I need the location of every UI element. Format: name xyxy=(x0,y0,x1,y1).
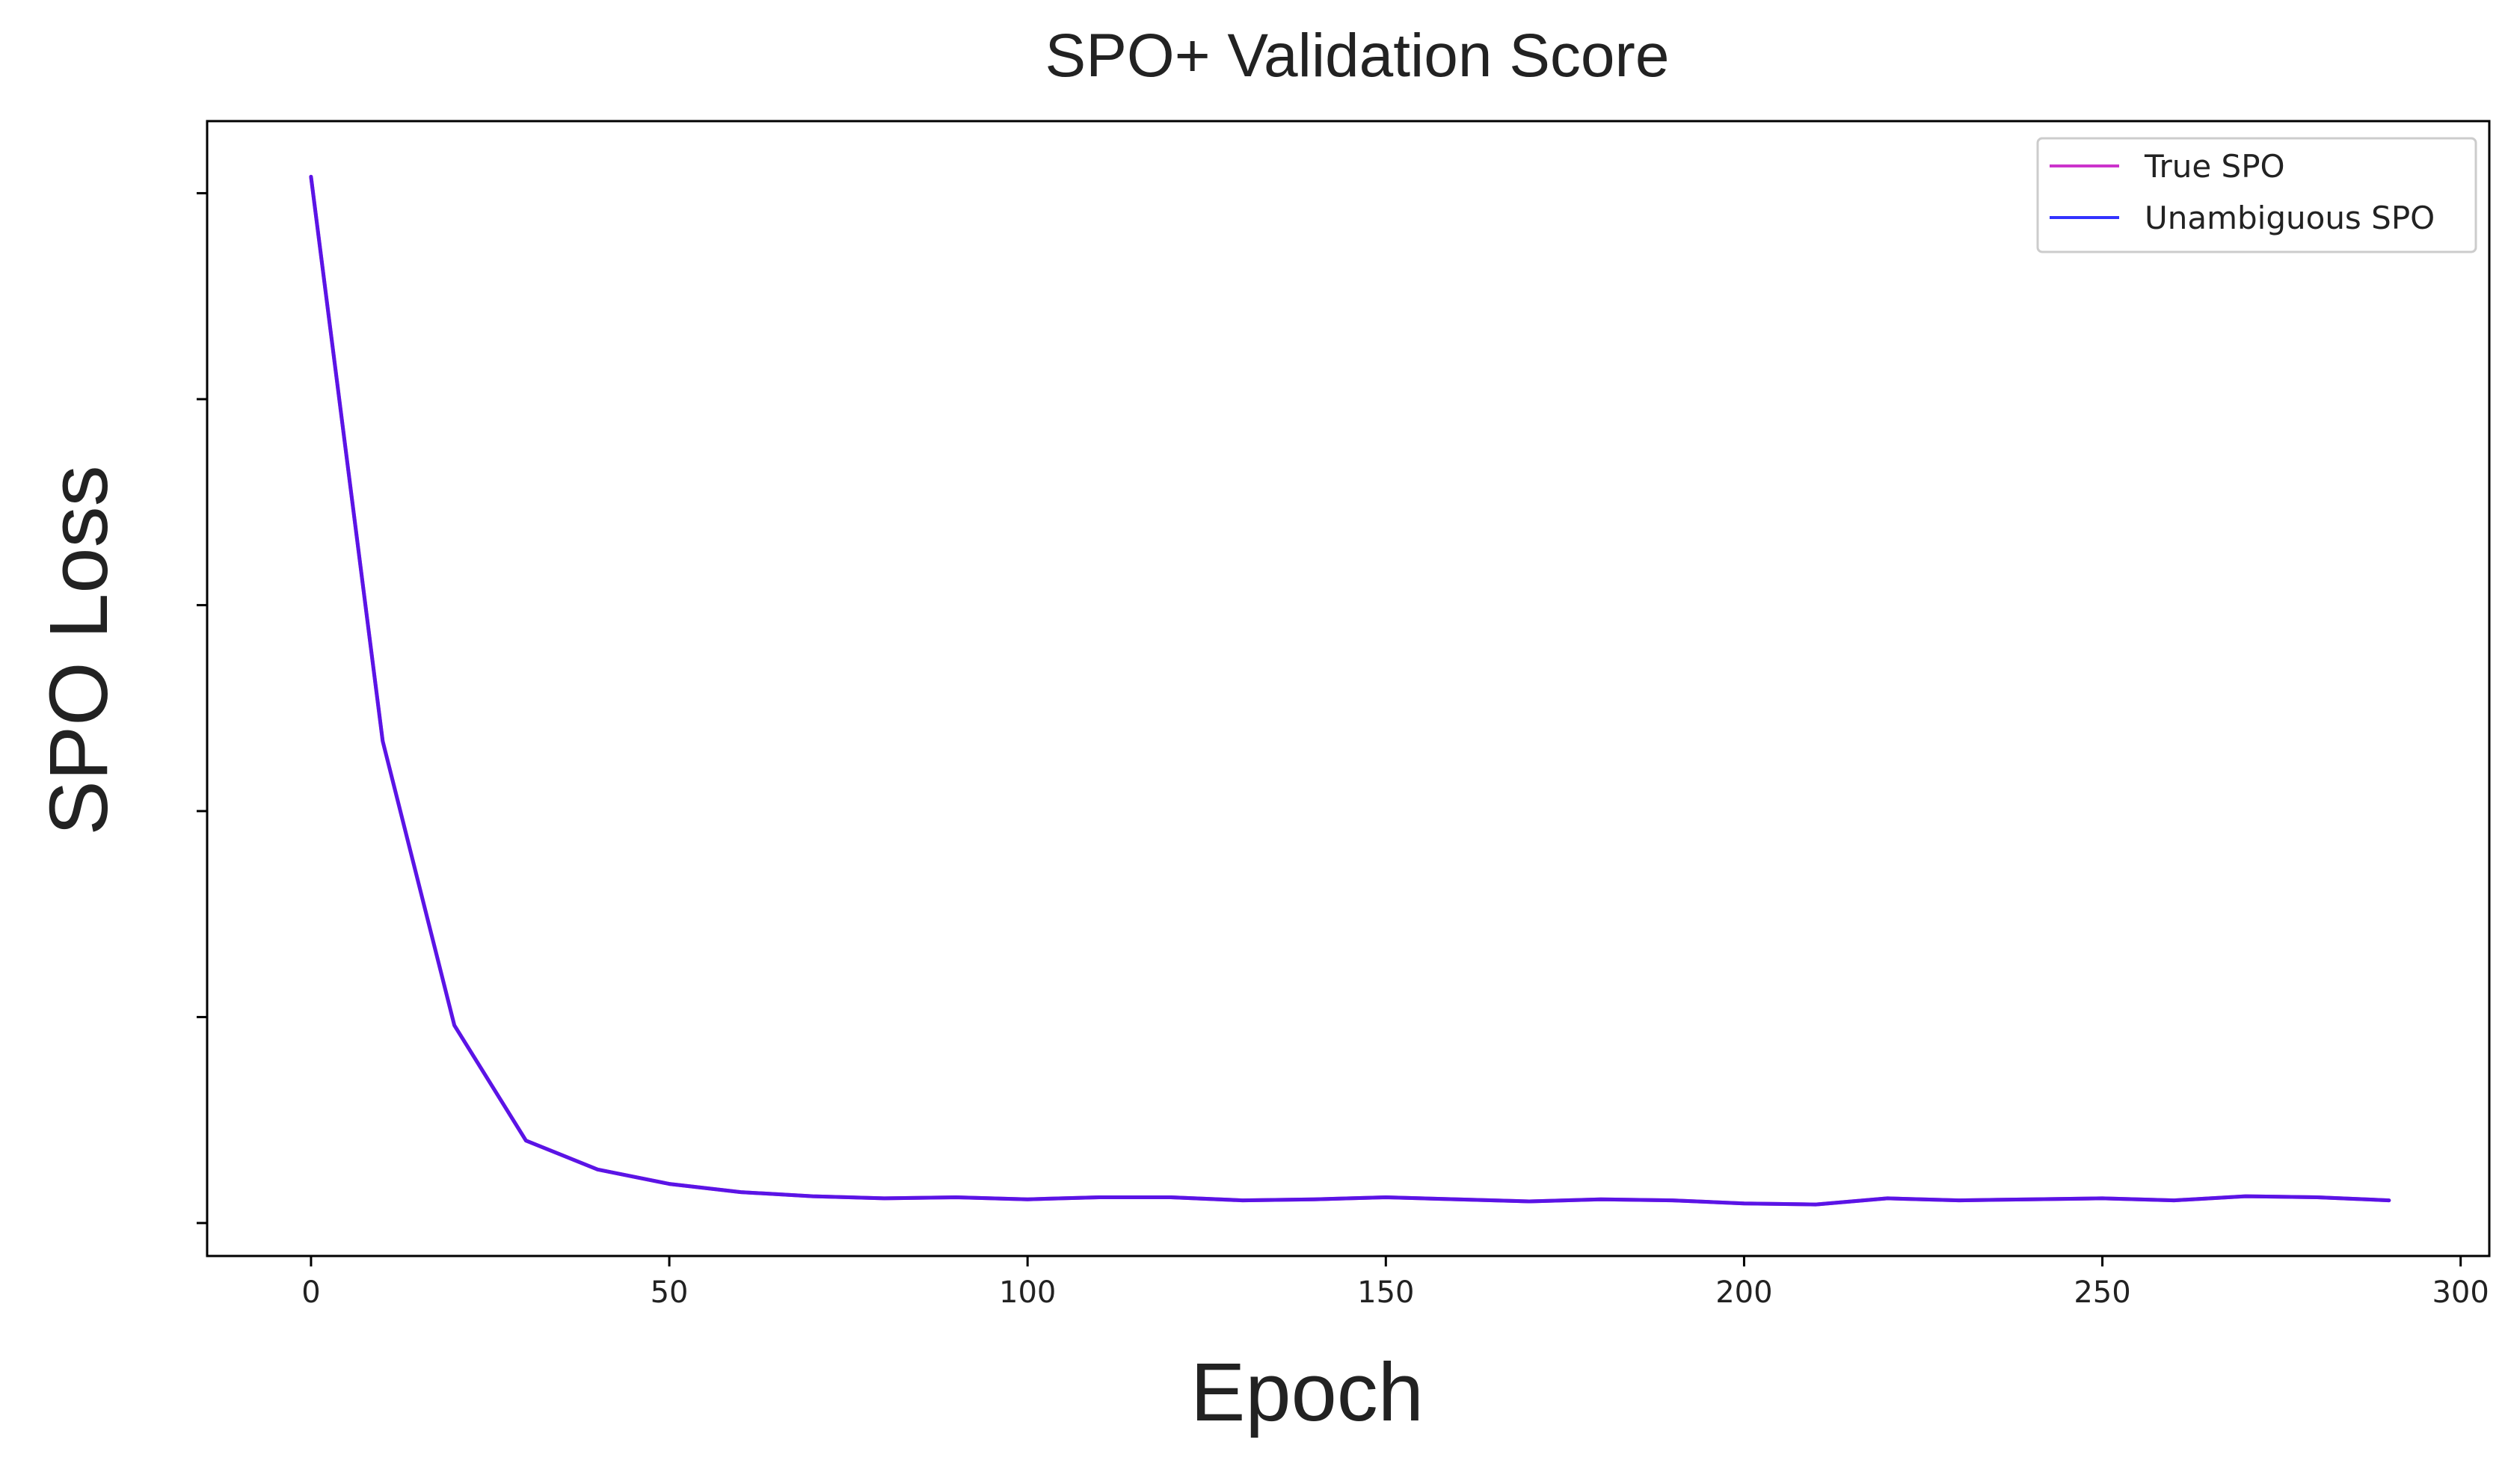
series-line-true-spo xyxy=(309,174,2391,1207)
x-tick-label: 250 xyxy=(2074,1275,2130,1310)
x-axis-label: Epoch xyxy=(1190,1346,1424,1438)
legend-box xyxy=(2036,137,2477,253)
series-layer xyxy=(309,174,2391,1207)
y-axis-label: SPO Loss xyxy=(33,465,125,835)
plot-frame xyxy=(206,120,2491,1257)
x-tick-label: 0 xyxy=(301,1275,320,1310)
x-tick-label: 100 xyxy=(999,1275,1056,1310)
chart-title: SPO+ Validation Score xyxy=(1045,22,1670,90)
x-tick-label: 150 xyxy=(1357,1275,1414,1310)
x-tick-label: 50 xyxy=(651,1275,689,1310)
series-line-unambiguous-spo xyxy=(309,174,2391,1207)
y-axis-ticks xyxy=(197,191,207,1225)
legend-label-true-spo: True SPO xyxy=(2144,148,2285,185)
legend-label-unambiguous-spo: Unambiguous SPO xyxy=(2145,200,2435,236)
x-tick-label: 200 xyxy=(1715,1275,1772,1310)
legend: True SPO Unambiguous SPO xyxy=(2036,137,2477,253)
x-tick-label: 300 xyxy=(2432,1275,2489,1310)
x-axis-ticks: 0 50 100 150 200 250 300 xyxy=(301,1256,2489,1310)
